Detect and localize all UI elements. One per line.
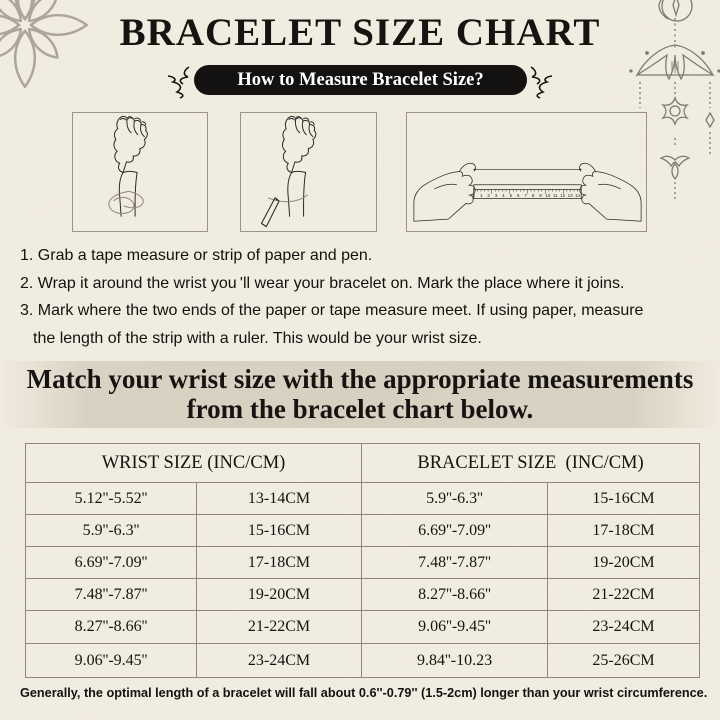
svg-text:2: 2: [487, 193, 490, 198]
svg-text:14: 14: [575, 193, 580, 198]
svg-text:1: 1: [480, 193, 483, 198]
svg-text:10: 10: [545, 193, 550, 198]
svg-text:5: 5: [510, 193, 513, 198]
svg-text:13: 13: [568, 193, 573, 198]
svg-text:6: 6: [517, 193, 520, 198]
svg-text:4: 4: [502, 193, 505, 198]
svg-text:11: 11: [553, 193, 558, 198]
svg-text:3: 3: [495, 193, 498, 198]
svg-text:7: 7: [524, 193, 527, 198]
svg-text:8: 8: [532, 193, 535, 198]
svg-text:9: 9: [539, 193, 542, 198]
svg-text:12: 12: [560, 193, 565, 198]
svg-text:0: 0: [473, 193, 476, 198]
